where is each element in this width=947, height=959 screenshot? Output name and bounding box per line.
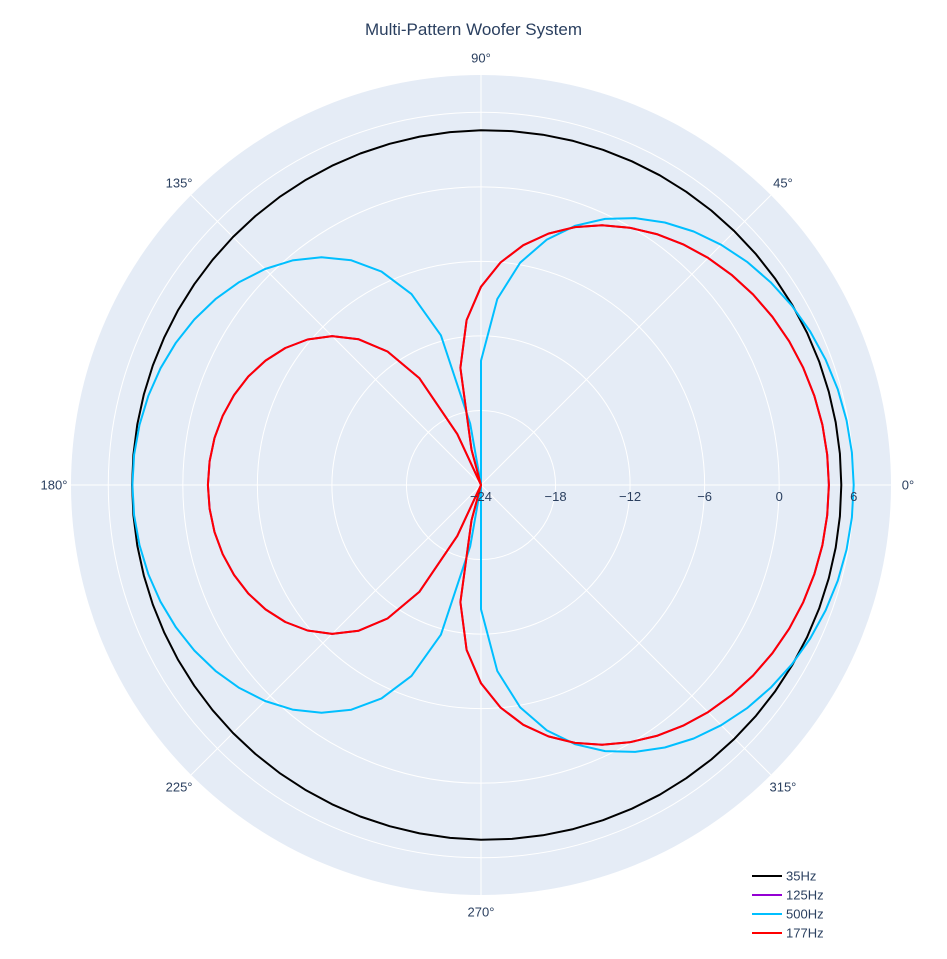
legend-item-177Hz[interactable]: 177Hz: [752, 926, 824, 941]
angular-tick-label: 135°: [166, 176, 193, 191]
radial-tick-label: −24: [470, 489, 492, 504]
legend-item-125Hz[interactable]: 125Hz: [752, 888, 824, 903]
legend-item-35Hz[interactable]: 35Hz: [752, 869, 816, 884]
legend-item-500Hz[interactable]: 500Hz: [752, 907, 824, 922]
radial-tick-label: −6: [697, 489, 712, 504]
radial-tick-label: 0: [776, 489, 783, 504]
legend-label: 125Hz: [786, 888, 824, 903]
angular-tick-label: 270°: [468, 905, 495, 920]
radial-tick-label: −12: [619, 489, 641, 504]
angular-gridline: [480, 484, 772, 776]
angular-gridline: [190, 484, 482, 776]
tick-labels: 0° 45° 90° 135° 180° 225° 270° 315° −24 −18 −12 −6 0…: [41, 51, 915, 920]
legend-label: 35Hz: [786, 869, 816, 884]
angular-gridline: [190, 194, 482, 486]
angular-tick-label: 0°: [902, 478, 914, 493]
legend-label: 177Hz: [786, 926, 824, 941]
series-line-177Hz: [206, 224, 830, 746]
angular-tick-label: 315°: [769, 779, 796, 794]
angular-tick-label: 90°: [471, 51, 491, 66]
series-line-500Hz: [131, 217, 855, 753]
radial-tick-label: 6: [850, 489, 857, 504]
polar-grid: [71, 75, 891, 895]
chart-title: Multi-Pattern Woofer System: [365, 20, 582, 39]
angular-tick-label: 180°: [41, 478, 68, 493]
legend-label: 500Hz: [786, 907, 824, 922]
radial-tick-label: −18: [545, 489, 567, 504]
angular-tick-label: 45°: [773, 176, 793, 191]
angular-gridline: [480, 194, 772, 486]
legend[interactable]: 35Hz 125Hz 500Hz 177Hz: [752, 869, 824, 941]
angular-tick-label: 225°: [166, 779, 193, 794]
series-layer: [131, 129, 855, 841]
